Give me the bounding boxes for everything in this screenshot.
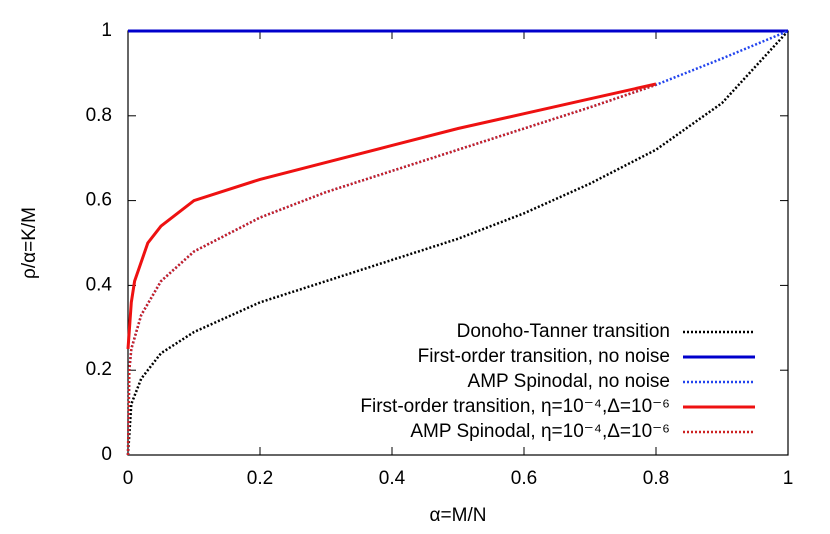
y-tick-label: 0.8 [86, 105, 112, 126]
legend-label: Donoho-Tanner transition [457, 321, 670, 342]
x-axis-label: α=M/N [430, 505, 487, 526]
legend-label: First-order transition, no noise [418, 346, 670, 367]
legend-label: AMP Spinodal, η=10⁻⁴,Δ=10⁻⁶ [410, 421, 670, 442]
y-tick-label: 0.2 [86, 359, 112, 380]
plot-frame [127, 30, 789, 456]
series-line [126, 29, 789, 456]
x-tick-label: 0 [123, 468, 134, 489]
x-tick-label: 0.4 [379, 468, 406, 489]
legend-label: AMP Spinodal, no noise [468, 371, 670, 392]
y-tick-label: 1 [101, 20, 112, 41]
y-tick-label: 0.4 [86, 274, 113, 295]
legend-label: First-order transition, η=10⁻⁴,Δ=10⁻⁶ [360, 396, 670, 417]
y-axis-label: ρ/α=K/M [19, 207, 40, 279]
series-line [126, 30, 789, 456]
x-tick-label: 0.8 [643, 468, 669, 489]
y-tick-label: 0 [101, 444, 112, 465]
x-tick-label: 0.2 [247, 468, 273, 489]
x-tick-label: 1 [783, 468, 794, 489]
x-tick-label: 0.6 [511, 468, 537, 489]
series-line [126, 82, 657, 350]
y-tick-label: 0.6 [86, 190, 112, 211]
